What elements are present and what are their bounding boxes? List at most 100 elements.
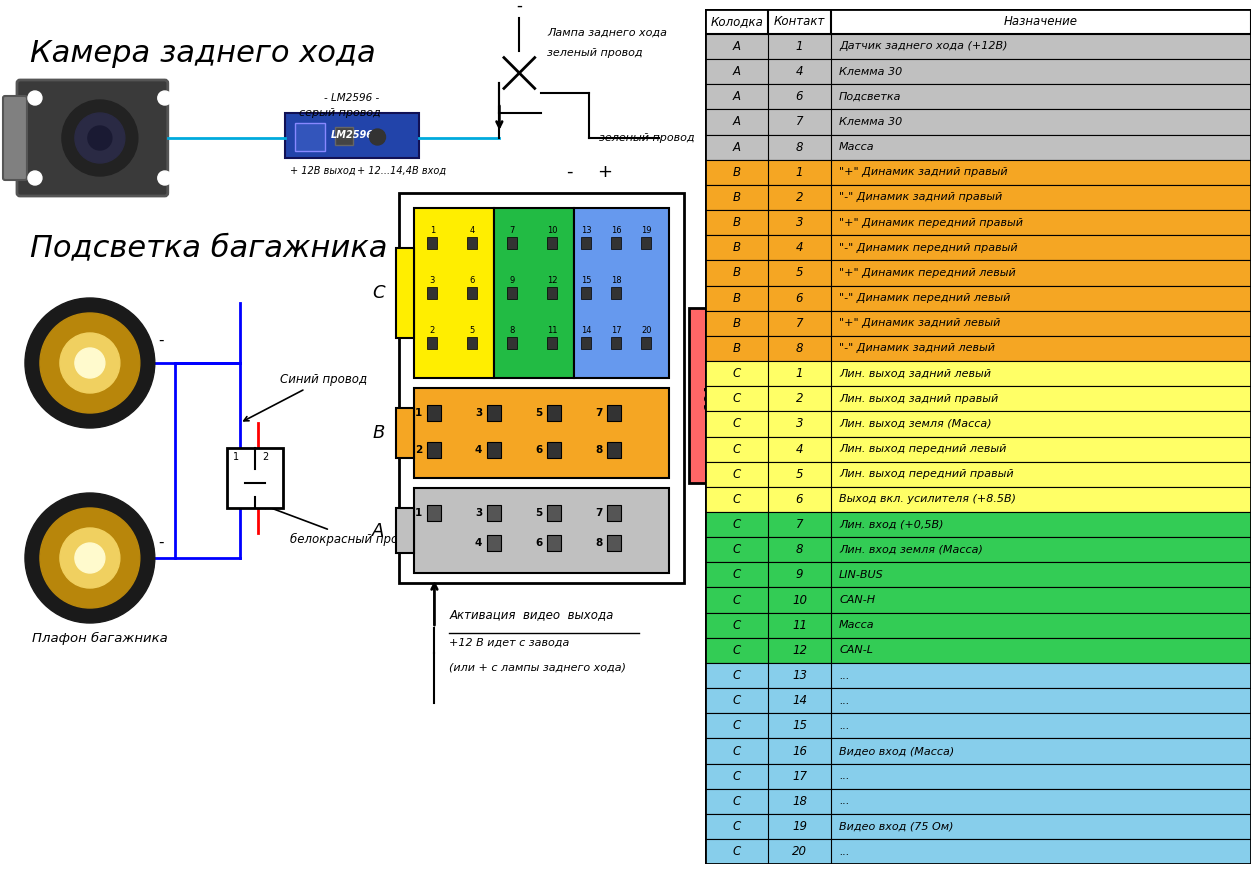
Text: 4: 4: [796, 443, 803, 456]
Text: Камера заднего хода: Камера заднего хода: [30, 38, 375, 67]
Text: Лампа заднего хода: Лампа заднего хода: [547, 28, 668, 38]
Text: Плафон багажника: Плафон багажника: [31, 631, 168, 644]
Text: B: B: [733, 292, 740, 305]
Bar: [487, 505, 501, 521]
Text: 3: 3: [476, 408, 482, 418]
Bar: [428, 237, 438, 249]
Text: 11: 11: [547, 326, 557, 335]
Text: 5: 5: [535, 508, 542, 518]
Text: C: C: [733, 392, 740, 405]
Bar: [705, 814, 1251, 839]
Text: 6: 6: [535, 445, 542, 455]
Bar: [494, 208, 575, 378]
Text: (или + с лампы заднего хода): (или + с лампы заднего хода): [449, 663, 626, 673]
Text: 11: 11: [792, 619, 807, 632]
Bar: [581, 287, 591, 299]
Text: B: B: [733, 241, 740, 254]
Bar: [705, 638, 1251, 663]
Text: Масса: Масса: [840, 142, 875, 152]
Text: 7: 7: [796, 115, 803, 128]
Text: Подсветка: Подсветка: [840, 92, 901, 102]
Text: A: A: [733, 141, 740, 154]
Text: 4: 4: [796, 241, 803, 254]
Text: A: A: [733, 115, 740, 128]
Text: -: -: [158, 333, 163, 348]
Text: 7: 7: [595, 508, 602, 518]
Text: 9: 9: [796, 568, 803, 581]
Text: "-" Динамик задний левый: "-" Динамик задний левый: [840, 343, 995, 354]
Text: C: C: [733, 543, 740, 556]
Text: Выход вкл. усилителя (+8.5В): Выход вкл. усилителя (+8.5В): [840, 494, 1017, 505]
Text: 1: 1: [796, 367, 803, 380]
Text: 6: 6: [796, 493, 803, 506]
Bar: [428, 442, 442, 458]
Bar: [507, 337, 517, 349]
Bar: [689, 308, 729, 483]
Bar: [581, 337, 591, 349]
Text: "+" Динамик передний правый: "+" Динамик передний правый: [840, 217, 1023, 228]
Text: C: C: [733, 493, 740, 506]
Bar: [705, 562, 1251, 588]
Circle shape: [158, 91, 172, 105]
Text: A: A: [733, 40, 740, 53]
Text: 1: 1: [415, 508, 423, 518]
Text: 14: 14: [581, 326, 591, 335]
Text: Лин. вход (+0,5В): Лин. вход (+0,5В): [840, 519, 944, 530]
Text: Назначение: Назначение: [1004, 15, 1078, 28]
Text: белокрасный провод: белокрасный провод: [262, 504, 420, 546]
Text: B: B: [733, 317, 740, 330]
Bar: [611, 287, 621, 299]
Text: ...: ...: [840, 721, 850, 731]
Bar: [428, 287, 438, 299]
Text: 7: 7: [510, 226, 515, 235]
Text: ...: ...: [840, 670, 850, 681]
Text: 13: 13: [581, 226, 591, 235]
Text: 12: 12: [792, 644, 807, 656]
Bar: [607, 505, 621, 521]
Text: Лин. выход земля (Масса): Лин. выход земля (Масса): [840, 419, 991, 429]
Text: -: -: [158, 535, 163, 550]
Circle shape: [28, 171, 41, 185]
Bar: [705, 109, 1251, 134]
Bar: [581, 237, 591, 249]
Bar: [705, 713, 1251, 739]
Bar: [705, 789, 1251, 814]
Text: 8: 8: [796, 543, 803, 556]
Bar: [575, 208, 669, 378]
Text: 18: 18: [792, 794, 807, 808]
Bar: [487, 405, 501, 421]
Circle shape: [25, 298, 154, 428]
Bar: [705, 588, 1251, 613]
Text: 4: 4: [474, 445, 482, 455]
Text: 17: 17: [792, 770, 807, 783]
Text: Датчик заднего хода (+12В): Датчик заднего хода (+12В): [840, 41, 1008, 52]
Text: 6: 6: [796, 292, 803, 305]
Bar: [547, 535, 561, 551]
Text: 5: 5: [469, 326, 474, 335]
Text: C: C: [733, 367, 740, 380]
Circle shape: [60, 528, 119, 588]
Text: 13: 13: [792, 669, 807, 682]
Text: 10: 10: [792, 594, 807, 607]
Text: 18: 18: [611, 276, 621, 285]
Text: Колодка: Колодка: [710, 15, 763, 28]
Text: CAN-L: CAN-L: [840, 645, 873, 656]
Text: ...: ...: [840, 796, 850, 807]
Bar: [705, 386, 1251, 411]
Text: - LM2596 -: - LM2596 -: [324, 93, 380, 103]
Text: 3: 3: [429, 276, 435, 285]
FancyBboxPatch shape: [285, 113, 419, 158]
Text: 17: 17: [611, 326, 621, 335]
Text: 3: 3: [796, 217, 803, 229]
Text: A: A: [373, 521, 384, 540]
Text: 10А: 10А: [703, 382, 715, 409]
Text: 2: 2: [429, 326, 435, 335]
Bar: [705, 361, 1251, 386]
Bar: [399, 193, 684, 583]
Bar: [705, 663, 1251, 688]
Circle shape: [60, 333, 119, 393]
Text: Лин. выход передний правый: Лин. выход передний правый: [840, 470, 1014, 479]
Bar: [705, 59, 1251, 84]
Text: ...: ...: [840, 847, 850, 856]
Bar: [705, 537, 1251, 562]
